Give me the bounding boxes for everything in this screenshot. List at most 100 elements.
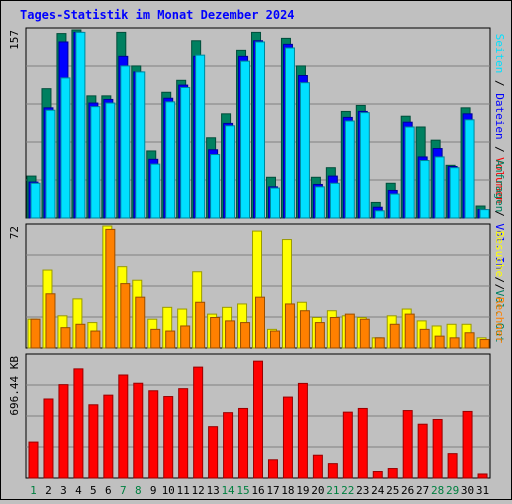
panel-volume: 696.44 KB: [8, 353, 491, 479]
bar-volumen-day-11: [178, 388, 189, 479]
bar-rechner-day-1: [30, 318, 41, 349]
svg-text:Seiten / Dateien / Anfragen: Seiten / Dateien / Anfragen: [493, 34, 506, 213]
bar-volumen-day-15: [238, 407, 249, 479]
bar-seiten-day-10: [165, 101, 176, 219]
x-tick-label-day-28: 28: [431, 484, 444, 497]
bar-seiten-day-3: [60, 77, 71, 219]
bar-volumen-day-26: [402, 410, 413, 479]
bar-volumen-day-25: [387, 468, 398, 479]
x-tick-label-day-5: 5: [90, 484, 97, 497]
bar-seiten-day-31: [479, 209, 490, 219]
x-tick-label-day-4: 4: [75, 484, 82, 497]
legend-sep-1: /: [493, 204, 506, 224]
bar-rechner-day-23: [359, 318, 370, 349]
x-axis-day-labels: 1 2 3 4 5 6 7 8 9 10 11 12 13 14 15 16 17 18 19 20 21 22 23 24 2…: [30, 484, 489, 497]
x-tick-label-day-31: 31: [476, 484, 489, 497]
x-tick-label-day-25: 25: [386, 484, 399, 497]
bar-seiten-day-13: [210, 154, 221, 219]
bar-seiten-day-28: [434, 156, 445, 219]
bar-rechner-day-8: [135, 296, 146, 349]
bar-seiten-day-9: [150, 163, 161, 219]
x-tick-label-day-1: 1: [30, 484, 37, 497]
bar-seiten-day-11: [180, 86, 191, 219]
bar-seiten-day-15: [240, 60, 251, 219]
x-tick-label-day-8: 8: [135, 484, 142, 497]
x-tick-label-day-2: 2: [45, 484, 52, 497]
x-tick-label-day-18: 18: [281, 484, 294, 497]
legend-sep-2: /: [493, 270, 506, 290]
x-tick-label-day-23: 23: [356, 484, 369, 497]
x-tick-label-day-22: 22: [341, 484, 354, 497]
bar-volumen-day-21: [327, 463, 338, 479]
chart-title: Tages-Statistik im Monat Dezember 2024: [20, 8, 295, 22]
bar-seiten-day-26: [404, 126, 415, 219]
bar-volumen-day-19: [297, 382, 308, 479]
bar-volumen-day-9: [148, 390, 159, 479]
legend-dateien: Dateien: [493, 93, 506, 139]
x-tick-label-day-3: 3: [60, 484, 67, 497]
bar-rechner-day-17: [269, 330, 280, 349]
bar-rechner-day-9: [150, 328, 161, 349]
x-tick-label-day-9: 9: [150, 484, 157, 497]
bar-rechner-day-29: [449, 337, 460, 349]
bar-rechner-day-22: [344, 313, 355, 349]
svg-text:Volumen / Vol. In / Vol. Out: Volumen / Vol. In / Vol. Out: [493, 157, 506, 342]
legend-rechner: Rechner: [493, 297, 506, 344]
svg-text:Besuche / Rechner: Besuche / Rechner: [493, 231, 506, 344]
bar-volumen-day-18: [282, 396, 293, 479]
bar-rechner-day-27: [419, 328, 430, 349]
bar-volumen-day-24: [372, 471, 383, 479]
bar-rechner-day-25: [389, 323, 400, 349]
x-tick-label-day-13: 13: [206, 484, 219, 497]
x-tick-label-day-6: 6: [105, 484, 112, 497]
bar-rechner-day-19: [299, 310, 310, 349]
bar-rechner-day-28: [434, 335, 445, 349]
bar-seiten-day-25: [389, 193, 400, 219]
bar-seiten-day-29: [449, 167, 460, 219]
x-tick-label-day-26: 26: [401, 484, 414, 497]
bar-volumen-day-12: [193, 366, 204, 479]
bar-seiten-day-14: [225, 125, 236, 219]
bar-volumen-day-10: [163, 396, 174, 479]
bar-seiten-day-1: [30, 182, 41, 219]
bar-volumen-day-30: [462, 410, 473, 479]
bar-volumen-day-16: [253, 360, 264, 479]
bar-seiten-day-6: [105, 102, 116, 219]
bar-rechner-day-6: [105, 228, 116, 349]
y-max-label: 72: [8, 226, 21, 239]
legend-volumen: Volumen: [493, 157, 506, 203]
legend-vol-in: Vol. In: [493, 224, 506, 270]
bar-seiten-day-27: [419, 160, 430, 219]
bar-volumen-day-20: [312, 454, 323, 479]
bar-seiten-day-21: [329, 182, 340, 219]
bar-volumen-day-5: [88, 404, 99, 479]
bar-rechner-day-13: [210, 317, 221, 349]
bar-rechner-day-12: [195, 301, 206, 349]
bar-seiten-day-19: [299, 82, 310, 219]
bar-seiten-day-22: [344, 120, 355, 219]
middle-panel-legend: Besuche / Rechner: [493, 231, 506, 344]
bar-volumen-day-28: [432, 418, 443, 479]
bar-rechner-day-31: [479, 339, 490, 349]
x-tick-label-day-16: 16: [251, 484, 264, 497]
x-tick-label-day-19: 19: [296, 484, 309, 497]
bar-volumen-day-27: [417, 423, 428, 479]
bar-rechner-day-3: [60, 327, 71, 349]
right-legend: Volumen / Vol. In / Vol. Out: [493, 157, 506, 342]
bar-volumen-day-2: [43, 398, 54, 479]
bar-rechner-day-11: [180, 325, 191, 349]
y-max-label: 157: [8, 30, 21, 50]
x-tick-label-day-12: 12: [192, 484, 205, 497]
bar-seiten-day-2: [45, 109, 56, 219]
bar-seiten-day-17: [269, 187, 280, 219]
bar-rechner-day-18: [284, 303, 295, 349]
x-tick-label-day-27: 27: [416, 484, 429, 497]
x-tick-label-day-17: 17: [266, 484, 279, 497]
bar-rechner-day-15: [240, 322, 251, 349]
bar-rechner-day-16: [255, 296, 266, 349]
x-tick-label-day-29: 29: [446, 484, 459, 497]
bar-seiten-day-16: [255, 41, 266, 219]
bar-rechner-day-14: [225, 320, 236, 349]
bar-volumen-day-23: [357, 407, 368, 479]
